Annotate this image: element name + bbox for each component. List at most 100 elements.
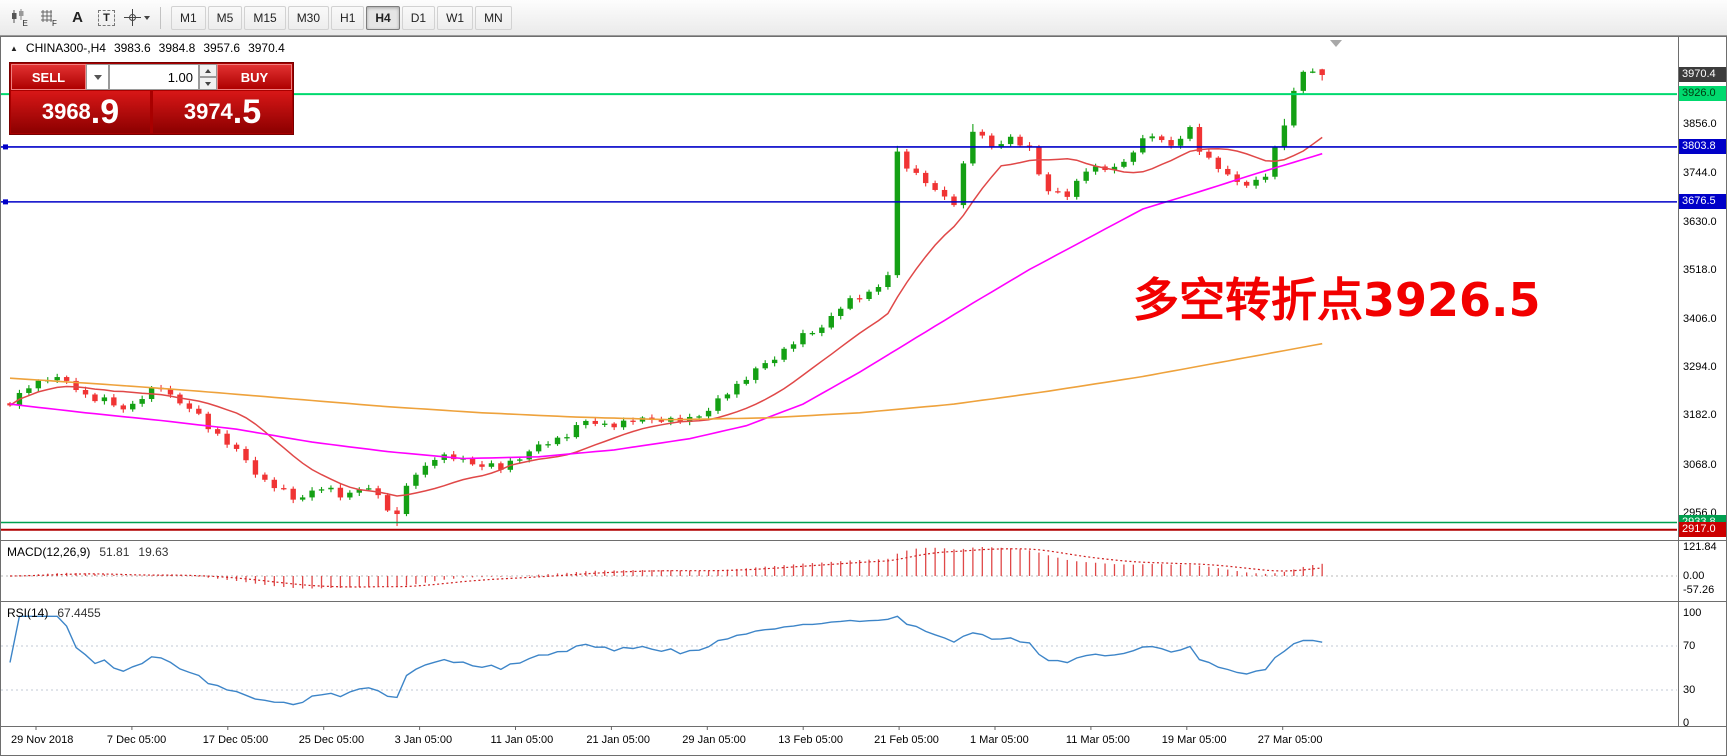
crosshair-icon[interactable] [122, 5, 151, 31]
candlestick-glyph: E [12, 9, 28, 27]
time-label: 21 Jan 05:00 [586, 734, 651, 746]
text-label-icon[interactable]: T [93, 5, 120, 31]
rsi-header: RSI(14) 67.4455 [7, 606, 101, 620]
rsi-axis-label: 70 [1683, 640, 1696, 652]
ohlc-low: 3957.6 [203, 41, 241, 55]
price-axis-label: 3068.0 [1683, 458, 1717, 471]
volume-input[interactable] [109, 64, 199, 90]
line-handle[interactable] [3, 144, 8, 150]
timeframe-mn[interactable]: MN [475, 5, 512, 30]
macd-main-value: 51.81 [99, 545, 130, 559]
trade-controls-row: SELL BUY [11, 64, 292, 90]
trade-prices-row: 3968.9 3974.5 [11, 91, 292, 133]
price-axis-label: 3406.0 [1683, 312, 1717, 325]
price-tag-3970.4: 3970.4 [1679, 67, 1726, 82]
timeframe-w1[interactable]: W1 [437, 5, 474, 30]
volume-stepper [199, 64, 217, 90]
time-label: 7 Dec 05:00 [106, 734, 167, 746]
mid-ma-line [9, 152, 1323, 460]
sell-price-frac: .9 [90, 92, 120, 131]
rsi-title: RSI(14) [7, 606, 49, 620]
toolbar-separator [160, 6, 161, 29]
macd-axis-label: 0.00 [1683, 570, 1705, 582]
rsi-value: 67.4455 [57, 606, 101, 620]
macd-signal-value: 19.63 [138, 545, 169, 559]
time-label: 11 Mar 05:00 [1065, 734, 1130, 746]
time-axis[interactable]: 29 Nov 2018 7 Dec 05:00 17 Dec 05:00 25 Dec… [0, 727, 1678, 755]
ohlc-open: 3983.6 [113, 41, 151, 55]
sell-button[interactable]: SELL [11, 64, 86, 90]
timeframe-d1[interactable]: D1 [401, 5, 436, 30]
volume-decrease-button[interactable] [199, 77, 217, 90]
collapse-icon[interactable]: ▲ [10, 43, 18, 53]
price-axis-label: 3856.0 [1683, 118, 1717, 131]
svg-text:F: F [52, 19, 57, 27]
chart-shift-marker[interactable] [1330, 40, 1342, 47]
sell-price-int: 3968 [41, 99, 91, 124]
buy-price-frac: .5 [232, 92, 262, 131]
time-label: 17 Dec 05:00 [202, 734, 269, 746]
macd-axis-label: 121.84 [1683, 541, 1717, 553]
time-label: 29 Nov 2018 [11, 734, 74, 746]
ohlc-high: 3984.8 [158, 41, 196, 55]
timeframe-m30[interactable]: M30 [287, 5, 330, 30]
timeframe-m5[interactable]: M5 [207, 5, 243, 30]
fast-ma-line [9, 136, 1323, 497]
rsi-axis-label: 30 [1683, 684, 1696, 696]
macd-histogram [18, 547, 1323, 589]
chevron-down-icon [144, 15, 150, 20]
timeframe-h1[interactable]: H1 [331, 5, 365, 30]
volume-dropdown[interactable] [86, 64, 109, 90]
slow-ma-line [9, 342, 1323, 421]
price-axis-label: 3744.0 [1683, 166, 1717, 179]
macd-signal-line [9, 548, 1323, 588]
rsi-axis-label: 100 [1683, 607, 1702, 619]
timeframe-m15[interactable]: M15 [244, 5, 286, 30]
chevron-down-icon [205, 81, 211, 86]
chevron-up-icon [205, 68, 211, 73]
chevron-down-icon [93, 74, 102, 80]
buy-button[interactable]: BUY [217, 64, 292, 90]
one-click-trading-panel: SELL BUY 3968.9 3974.5 [9, 62, 294, 135]
price-tag-3926.0: 3926.0 [1679, 86, 1726, 102]
macd-header: MACD(12,26,9) 51.81 19.63 [7, 545, 168, 559]
volume-increase-button[interactable] [199, 64, 217, 77]
rsi-axis-label: 0 [1683, 717, 1690, 729]
grid-icon[interactable]: F [35, 5, 62, 31]
sell-price-display[interactable]: 3968.9 [11, 91, 150, 133]
macd-axis-label: -57.26 [1683, 583, 1715, 596]
timeframe-group: M1 M5 M15 M30 H1 H4 D1 W1 MN [170, 5, 513, 30]
time-label: 3 Jan 05:00 [394, 734, 453, 746]
crosshair-glyph [124, 9, 141, 26]
grid-glyph: F [41, 10, 57, 27]
chart-text-annotation[interactable]: 多空转折点3926.5 [1133, 273, 1541, 327]
time-label: 11 Jan 05:00 [490, 734, 554, 746]
price-axis[interactable]: 3856.0 3744.0 3630.0 3518.0 3406.0 3294.0 3182… [1679, 37, 1726, 729]
time-label: 1 Mar 05:00 [970, 734, 1029, 746]
font-icon[interactable]: A [64, 5, 91, 31]
candlestick-chart-icon[interactable]: E [6, 5, 33, 31]
ohlc-close: 3970.4 [248, 41, 285, 55]
time-label: 21 Feb 05:00 [874, 734, 939, 746]
price-axis-label: 3182.0 [1683, 409, 1717, 422]
timeframe-m1[interactable]: M1 [171, 5, 206, 30]
candlestick-series [7, 68, 1325, 527]
line-handle[interactable] [3, 199, 8, 205]
buy-price-display[interactable]: 3974.5 [153, 91, 292, 133]
price-axis-label: 3518.0 [1683, 264, 1717, 277]
time-label: 13 Feb 05:00 [778, 734, 844, 746]
timeframe-h4[interactable]: H4 [366, 5, 400, 30]
price-tag-3803.8: 3803.8 [1679, 138, 1726, 154]
buy-price-int: 3974 [183, 99, 233, 124]
macd-title: MACD(12,26,9) [7, 545, 91, 559]
price-tag-3676.5: 3676.5 [1679, 193, 1726, 209]
time-label: 19 Mar 05:00 [1161, 734, 1227, 746]
price-axis-label: 3294.0 [1683, 361, 1717, 373]
price-axis-label: 3630.0 [1683, 215, 1717, 228]
time-label: 29 Jan 05:00 [682, 734, 746, 746]
toolbar: E F A T M1 M5 M15 M30 H1 H4 D1 W1 MN [0, 0, 1727, 36]
svg-text:E: E [23, 19, 28, 27]
symbol-label: CHINA300-,H4 [25, 41, 106, 55]
price-tag-2917.0: 2917.0 [1679, 521, 1726, 537]
time-label: 27 Mar 05:00 [1257, 734, 1323, 746]
